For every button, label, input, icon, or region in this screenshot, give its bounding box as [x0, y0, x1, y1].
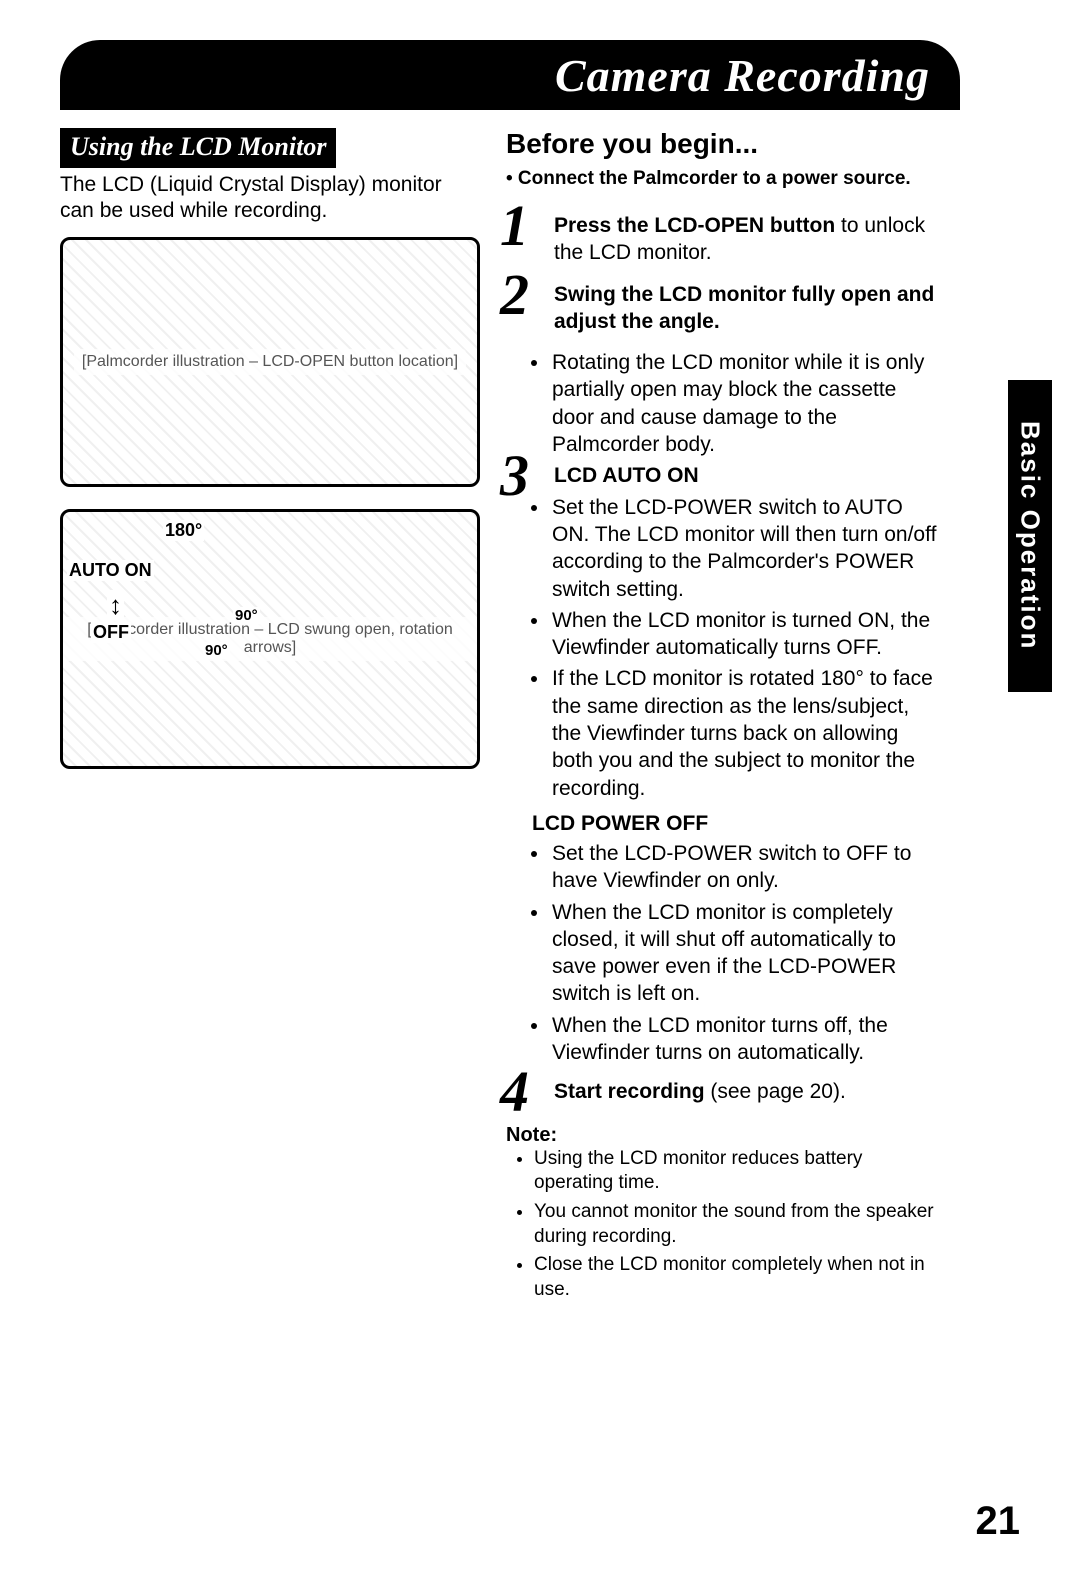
bullet-item: When the LCD monitor turns off, the View…	[550, 1012, 940, 1067]
step-3-bullets-b: Set the LCD-POWER switch to OFF to have …	[506, 840, 940, 1066]
note-block: Note: Using the LCD monitor reduces batt…	[506, 1124, 940, 1303]
step-4: 4 Start recording (see page 20).	[506, 1078, 940, 1105]
bullet-item: Set the LCD-POWER switch to AUTO ON. The…	[550, 494, 940, 603]
side-tab: Basic Operation	[1008, 380, 1052, 692]
step-3-bullets-a: Set the LCD-POWER switch to AUTO ON. The…	[506, 494, 940, 802]
step-1: 1 Press the LCD-OPEN button to unlock th…	[506, 212, 940, 267]
annotation-90a: 90°	[203, 642, 230, 659]
before-you-begin-heading: Before you begin...	[506, 128, 940, 160]
side-tab-label: Basic Operation	[1015, 421, 1046, 650]
step-3-heading-a: LCD AUTO ON	[554, 464, 699, 487]
step-2-lead: Swing the LCD monitor fully open and adj…	[554, 283, 934, 333]
note-item: You cannot monitor the sound from the sp…	[534, 1200, 940, 1249]
illustration-label: [Palmcorder illustration – LCD-OPEN butt…	[74, 349, 466, 375]
illustration-camera-open: [Palmcorder illustration – LCD swung ope…	[60, 509, 480, 769]
step-2: 2 Swing the LCD monitor fully open and a…	[506, 281, 940, 336]
annotation-off: OFF	[91, 622, 131, 643]
step-3-heading-b: LCD POWER OFF	[506, 812, 940, 836]
section-intro-text: The LCD (Liquid Crystal Display) monitor…	[60, 172, 480, 225]
annotation-auto-on: AUTO ON	[67, 560, 154, 581]
annotation-arrow-icon: ↕	[107, 590, 124, 621]
step-number-2: 2	[500, 257, 529, 332]
page-number: 21	[976, 1499, 1021, 1544]
note-label: Note:	[506, 1124, 940, 1147]
step-4-rest: (see page 20).	[710, 1080, 845, 1103]
section-subheading: Using the LCD Monitor	[60, 128, 336, 168]
bullet-item: When the LCD monitor is turned ON, the V…	[550, 607, 940, 662]
note-item: Close the LCD monitor completely when no…	[534, 1253, 940, 1302]
annotation-180: 180°	[163, 520, 204, 541]
left-column: Using the LCD Monitor The LCD (Liquid Cr…	[60, 128, 480, 1307]
right-column: Before you begin... • Connect the Palmco…	[506, 128, 1020, 1307]
two-column-layout: Using the LCD Monitor The LCD (Liquid Cr…	[60, 128, 1020, 1307]
bullet-item: If the LCD monitor is rotated 180° to fa…	[550, 665, 940, 801]
step-2-bullets: Rotating the LCD monitor while it is onl…	[506, 349, 940, 458]
manual-page: Camera Recording Using the LCD Monitor T…	[0, 0, 1080, 1578]
step-1-lead: Press the LCD-OPEN button	[554, 214, 841, 237]
before-bullet: • Connect the Palmcorder to a power sour…	[506, 168, 940, 190]
bullet-item: Set the LCD-POWER switch to OFF to have …	[550, 840, 940, 895]
illustration-camera-closed: [Palmcorder illustration – LCD-OPEN butt…	[60, 237, 480, 487]
step-3: 3 LCD AUTO ON	[506, 462, 940, 489]
title-bar: Camera Recording	[60, 40, 960, 110]
step-number-3: 3	[500, 438, 529, 513]
page-title: Camera Recording	[555, 49, 930, 102]
note-item: Using the LCD monitor reduces battery op…	[534, 1147, 940, 1196]
annotation-90b: 90°	[233, 607, 260, 624]
step-number-4: 4	[500, 1054, 529, 1129]
step-number-1: 1	[500, 188, 529, 263]
step-4-lead: Start recording	[554, 1080, 710, 1103]
bullet-item: Rotating the LCD monitor while it is onl…	[550, 349, 940, 458]
bullet-item: When the LCD monitor is completely close…	[550, 899, 940, 1008]
note-bullets: Using the LCD monitor reduces battery op…	[506, 1147, 940, 1303]
